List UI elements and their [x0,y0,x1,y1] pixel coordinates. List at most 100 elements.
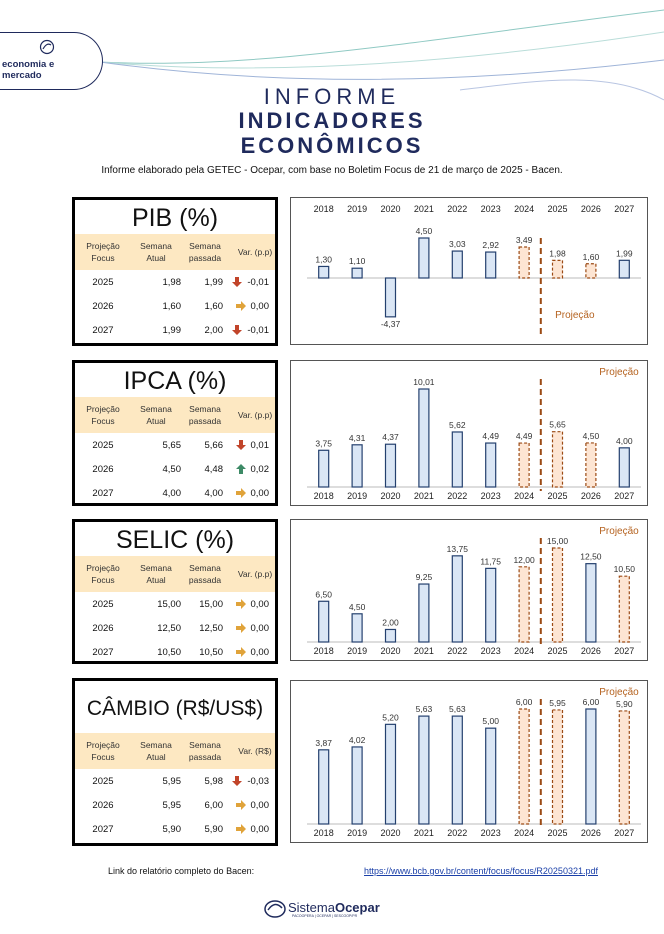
header-cell: Var. (p.p) [237,410,273,420]
variation-value: 0,00 [250,646,270,658]
chart-tick-label: 2019 [347,204,367,214]
table-header: Projeção Focus Semana Atual Semana passada… [75,234,275,270]
chart-bar [485,442,497,488]
footer-label: Link do relatório completo do Bacen: [108,866,255,876]
chart-data-label: 13,75 [447,544,469,554]
bacen-report-link[interactable]: https://www.bcb.gov.br/content/focus/foc… [364,866,598,876]
chart-bar [384,628,397,643]
row-variation: 0,00 [223,823,275,835]
header-cell: Projeção Focus [86,563,120,585]
chart-data-label: 5,65 [549,420,566,430]
table-row: 2027 5,90 5,90 0,00 [75,817,275,841]
badge-line2: mercado [2,70,42,81]
chart-data-label: 3,03 [449,239,466,249]
row-variation: 0,00 [223,799,275,811]
chart-bar [518,246,530,279]
row-variation: 0,00 [223,598,275,610]
chart-data-label: 5,63 [416,704,433,714]
row-current-week: 12,50 [157,622,181,634]
arrow-right-icon [235,647,246,657]
chart-bar [318,449,330,488]
chart-tick-label: 2024 [514,646,534,656]
chart-bar [318,749,330,825]
chart-data-label: 1,98 [549,248,566,258]
row-previous-week: 1,60 [204,300,224,312]
arrow-down-icon [232,776,243,786]
projection-annotation: Projeção [599,687,639,698]
chart-bar [485,567,497,643]
row-current-week: 5,95 [162,799,182,811]
row-year: 2027 [92,823,114,835]
chart-data-label: 5,62 [449,420,466,430]
page-subtitle: Informe elaborado pela GETEC - Ocepar, c… [101,165,563,176]
selic-table: SELIC (%) Projeção Focus Semana Atual Seman… [72,519,278,664]
chart-bar [518,442,530,488]
chart-svg: 6,50 2018 4,50 2019 2,00 2020 9,25 2021 13,75 202… [307,526,641,656]
chart-bar [518,566,530,643]
header-cell: Var. (p.p) [237,247,273,257]
variation-value: -0,01 [247,276,269,288]
row-current-week: 5,65 [162,439,182,451]
row-variation: -0,01 [223,324,275,336]
row-year: 2025 [92,439,114,451]
row-current-week: 1,60 [162,300,182,312]
header-cell: Var. (p.p) [237,569,273,579]
chart-data-label: 5,90 [616,699,633,709]
chart-bar [418,715,430,825]
variation-value: 0,00 [250,598,270,610]
arrow-right-icon [235,623,246,633]
row-previous-week: 5,98 [204,775,224,787]
pib-table: PIB (%) Projeção Focus Semana Atual Semana … [72,197,278,346]
chart-tick-label: 2026 [581,646,601,656]
chart-bar [451,431,463,488]
arrow-right-icon [235,800,246,810]
chart-data-label: 1,60 [583,252,600,262]
table-header: Projeção Focus Semana Atual Semana passada… [75,556,275,592]
row-variation: 0,00 [223,646,275,658]
row-year: 2026 [92,799,114,811]
chart-data-label: 12,00 [513,555,535,565]
row-previous-week: 5,90 [204,823,224,835]
chart-data-label: 4,50 [583,431,600,441]
table-row: 2025 1,98 1,99 -0,01 [75,270,275,294]
row-previous-week: 4,48 [204,463,224,475]
decorative-swoosh-lines [99,9,664,101]
chart-data-label: 5,95 [549,698,566,708]
projection-annotation: Projeção [555,310,595,321]
chart-data-label: 1,10 [349,256,366,266]
sistema-ocepar-logo: SistemaOcepar PACOOPERA | OCEPAR | SESCO… [264,898,404,920]
variation-value: 0,00 [250,300,270,312]
chart-tick-label: 2020 [380,491,400,501]
chart-bar [384,277,397,318]
chart-tick-label: 2023 [481,491,501,501]
cambio-table: CÂMBIO (R$/US$) Projeção Focus Semana Atua… [72,678,278,846]
variation-value: -0,01 [247,324,269,336]
chart-bar [585,563,597,643]
chart-bar [551,431,564,488]
chart-tick-label: 2019 [347,491,367,501]
chart-data-label: 11,75 [480,556,501,566]
header-cell: Semana Atual [140,740,172,762]
page-title-economicos: ECONÔMICOS [240,133,424,158]
row-year: 2027 [92,487,114,499]
variation-value: 0,00 [250,622,270,634]
chart-bar [618,447,630,488]
table-row: 2026 12,50 12,50 0,00 [75,616,275,640]
arrow-down-icon [232,277,243,287]
chart-data-label: 15,00 [547,536,569,546]
header-cell: Semana passada [188,404,222,426]
chart-tick-label: 2025 [547,646,567,656]
logo-tagline: PACOOPERA | OCEPAR | SESCOOP/PR [292,914,358,918]
table-row: 2025 5,95 5,98 -0,03 [75,769,275,793]
chart-bar [618,710,630,825]
chart-bar [318,265,330,279]
chart-bar [384,723,397,825]
chart-tick-label: 2018 [314,204,334,214]
badge-line1: economia e [2,59,55,70]
row-variation: -0,03 [223,775,275,787]
chart-bar [451,250,463,279]
chart-tick-label: 2027 [614,491,634,501]
chart-tick-label: 2024 [514,204,534,214]
table-row: 2026 5,95 6,00 0,00 [75,793,275,817]
chart-data-label: 4,50 [416,226,433,236]
